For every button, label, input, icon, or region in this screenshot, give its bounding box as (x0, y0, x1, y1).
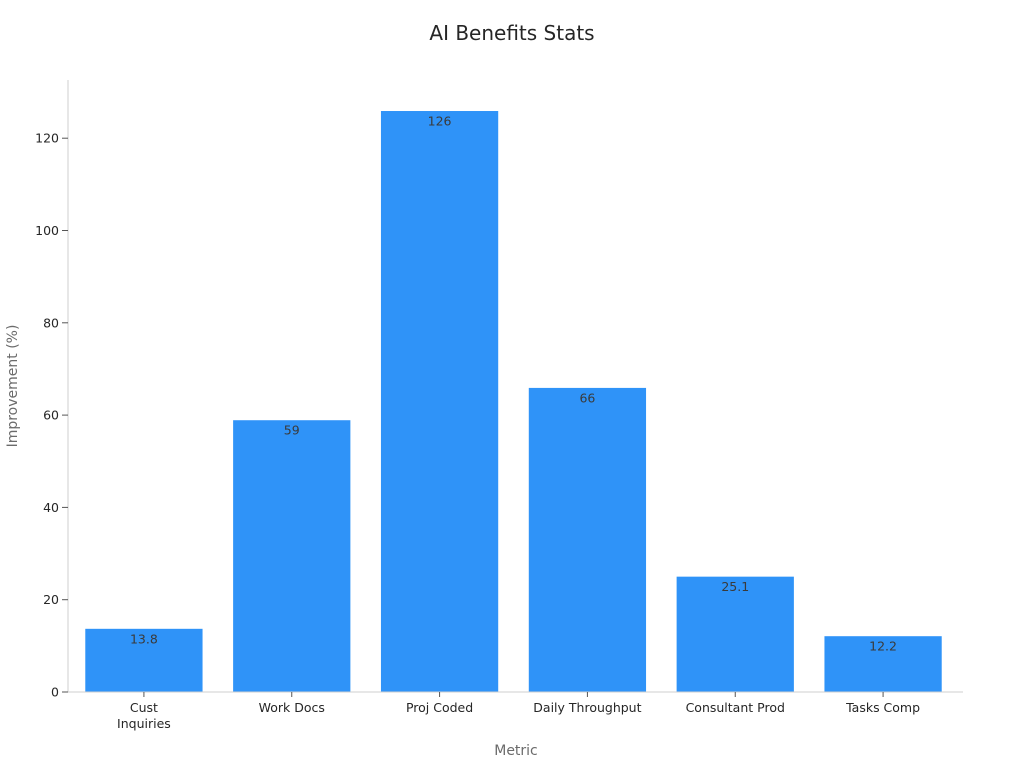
x-tick-label-5: Tasks Comp (845, 700, 920, 715)
x-tick-label-line: Consultant Prod (686, 700, 785, 715)
data-label-0: 13.8 (130, 631, 158, 646)
x-tick-label-line: Cust (130, 700, 158, 715)
y-tick-label-3: 60 (43, 408, 59, 423)
y-tick-label-2: 40 (43, 500, 59, 515)
data-label-3: 66 (579, 390, 595, 405)
x-tick-label-0: Cust Inquiries (117, 700, 171, 731)
y-tick-label-5: 100 (35, 223, 59, 238)
y-axis-ticks: 0 20 40 60 80 100 120 (35, 131, 68, 700)
bar-4 (675, 575, 795, 693)
bar-5 (823, 635, 943, 693)
y-tick-label-6: 120 (35, 131, 59, 146)
x-tick-label-line: Inquiries (117, 716, 171, 731)
x-tick-label-line: Daily Throughput (533, 700, 641, 715)
data-label-4: 25.1 (721, 579, 749, 594)
bar-0 (84, 627, 204, 693)
data-label-2: 126 (428, 114, 452, 129)
x-axis-label: Metric (494, 743, 538, 759)
data-label-1: 59 (284, 423, 300, 438)
plot-area: 13.8 59 126 66 25.1 12.2 (84, 110, 943, 693)
x-tick-label-4: Consultant Prod (686, 700, 785, 715)
y-tick-label-0: 0 (51, 685, 59, 700)
chart-title: AI Benefits Stats (429, 21, 594, 45)
bar-2 (379, 110, 500, 693)
x-tick-label-3: Daily Throughput (533, 700, 641, 715)
y-tick-label-1: 20 (43, 592, 59, 607)
x-tick-label-line: Proj Coded (406, 700, 473, 715)
bar-3 (527, 386, 648, 693)
y-axis-label: Improvement (%) (5, 325, 21, 448)
x-tick-label-2: Proj Coded (406, 700, 473, 715)
x-tick-label-1: Work Docs (259, 700, 325, 715)
x-tick-label-line: Work Docs (259, 700, 325, 715)
bar-1 (232, 419, 352, 693)
x-tick-label-line: Tasks Comp (845, 700, 920, 715)
x-axis-ticks: Cust Inquiries Work Docs Proj Coded Daily Th… (117, 692, 920, 731)
data-label-5: 12.2 (869, 639, 897, 654)
y-tick-label-4: 80 (43, 315, 59, 330)
